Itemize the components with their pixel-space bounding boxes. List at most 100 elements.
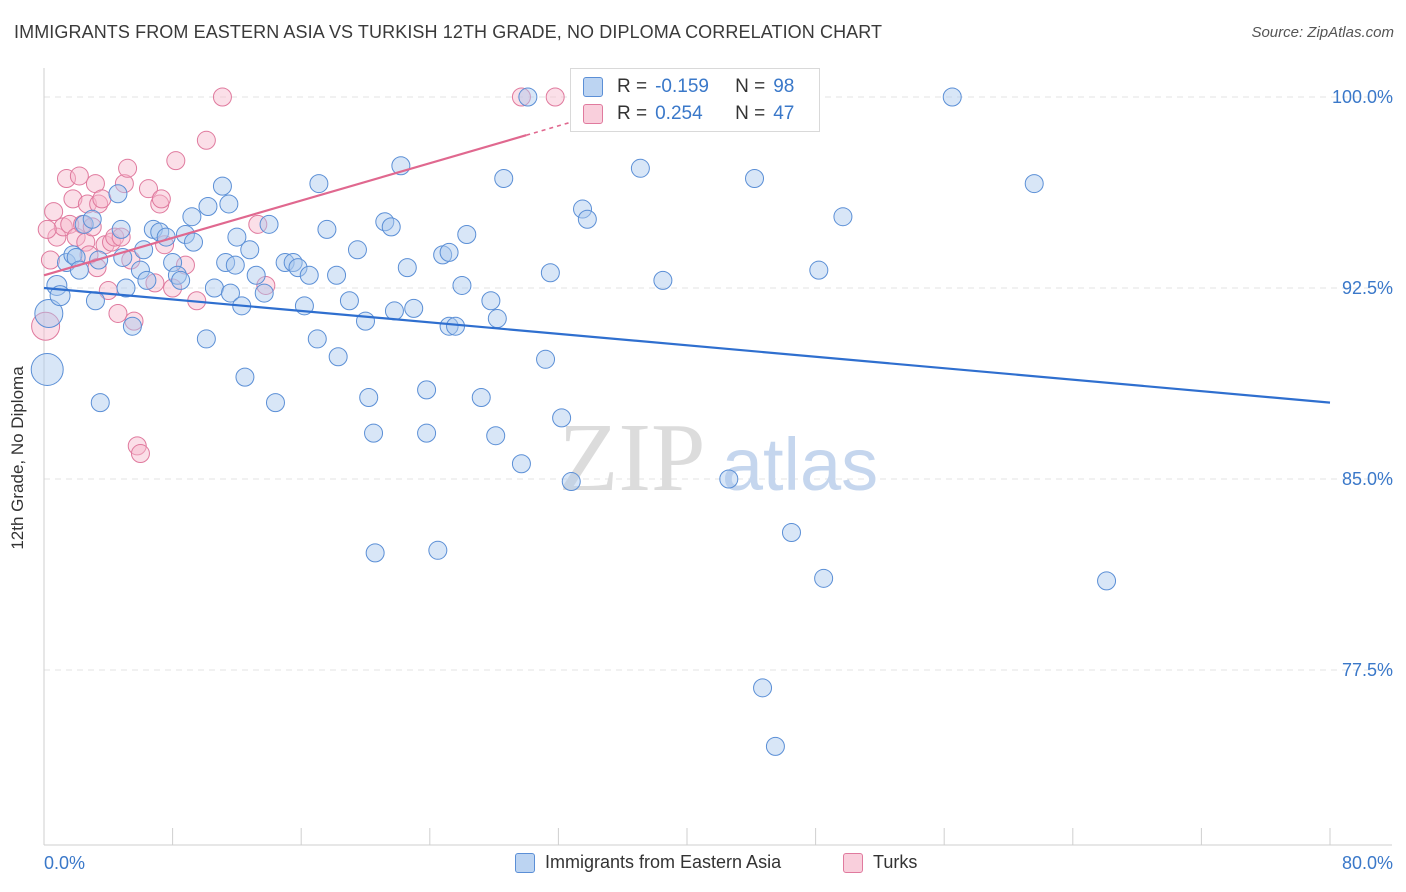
data-point-eastern-asia [384, 301, 404, 321]
data-point-eastern-asia [719, 469, 739, 489]
stats-row-pink: R = 0.254 N = 47 [583, 101, 794, 127]
data-point-eastern-asia [137, 270, 157, 290]
data-point-eastern-asia [753, 678, 773, 698]
n-label: N = [735, 76, 766, 97]
stats-legend: R = -0.159 N = 98 R = 0.254 N = 47 [570, 68, 820, 132]
data-point-eastern-asia [108, 184, 128, 204]
data-point-eastern-asia [163, 253, 183, 273]
data-point-eastern-asia [439, 316, 459, 336]
data-point-eastern-asia [265, 393, 285, 413]
data-point-eastern-asia [198, 197, 218, 217]
data-point-eastern-asia [630, 158, 650, 178]
pink-swatch [583, 104, 603, 124]
data-point-eastern-asia [417, 423, 437, 443]
data-point-eastern-asia [122, 316, 142, 336]
y-axis-label: 12th Grade, No Diploma [8, 366, 27, 550]
data-point-eastern-asia [219, 194, 239, 214]
data-point-eastern-asia [204, 278, 224, 298]
data-point-eastern-asia [34, 298, 64, 328]
data-point-eastern-asia [365, 543, 385, 563]
series-immigrants-from-eastern-asia [30, 87, 1117, 756]
data-point-eastern-asia [452, 275, 472, 295]
data-point-turks [130, 444, 150, 464]
source-label: Source: ZipAtlas.com [1251, 24, 1394, 41]
data-point-turks [166, 151, 186, 171]
axes [43, 68, 1392, 846]
data-point-turks [145, 273, 165, 293]
data-point-eastern-asia [494, 168, 514, 188]
watermark-zip: ZIP [559, 404, 706, 512]
data-point-turks [40, 250, 60, 270]
data-point-eastern-asia [397, 258, 417, 278]
data-point-turks [47, 227, 67, 247]
data-point-eastern-asia [275, 253, 295, 273]
data-point-turks [82, 217, 102, 237]
data-point-turks [63, 189, 83, 209]
data-point-eastern-asia [327, 265, 347, 285]
data-point-eastern-asia [227, 227, 247, 247]
data-point-eastern-asia [653, 270, 673, 290]
data-point-eastern-asia [288, 258, 308, 278]
data-point-eastern-asia [116, 278, 136, 298]
y-tick-label: 100.0% [1332, 87, 1393, 107]
legend-label: Turks [873, 852, 918, 872]
data-point-eastern-asia [809, 260, 829, 280]
r-label: R = [617, 103, 648, 124]
data-point-turks [151, 189, 171, 209]
r-label: R = [617, 76, 648, 97]
data-point-eastern-asia [130, 260, 150, 280]
data-point-eastern-asia [745, 168, 765, 188]
data-point-eastern-asia [781, 522, 801, 542]
data-point-eastern-asia [487, 309, 507, 329]
series-turks [31, 87, 565, 464]
data-point-eastern-asia [577, 209, 597, 229]
chart-title: IMMIGRANTS FROM EASTERN ASIA VS TURKISH … [14, 22, 883, 42]
bottom-legend: Immigrants from Eastern Asia Turks [0, 852, 1406, 878]
tick-labels: 77.5% 85.0% 92.5% 100.0% 0.0% 80.0% [44, 87, 1393, 873]
data-point-eastern-asia [1097, 571, 1117, 591]
data-point-turks [127, 436, 147, 456]
data-point-turks [69, 166, 89, 186]
watermark-atlas: atlas [722, 423, 878, 506]
data-point-turks [77, 194, 97, 214]
data-point-eastern-asia [481, 291, 501, 311]
data-point-turks [44, 202, 64, 222]
data-point-eastern-asia [30, 352, 64, 386]
data-point-turks [105, 227, 125, 247]
trend-line-eastern-asia [43, 286, 1331, 404]
data-point-turks [155, 235, 175, 255]
data-point-eastern-asia [486, 426, 506, 446]
data-point-turks [102, 232, 122, 252]
data-point-eastern-asia [85, 291, 105, 311]
data-point-eastern-asia [552, 408, 572, 428]
data-point-eastern-asia [1024, 174, 1044, 194]
data-point-eastern-asia [196, 329, 216, 349]
data-point-eastern-asia [471, 388, 491, 408]
data-point-eastern-asia [439, 242, 459, 262]
data-point-eastern-asia [518, 87, 538, 107]
data-point-eastern-asia [347, 240, 367, 260]
r-value: 0.254 [655, 103, 703, 124]
legend-label: Immigrants from Eastern Asia [545, 852, 782, 872]
data-point-eastern-asia [259, 214, 279, 234]
data-point-eastern-asia [359, 388, 379, 408]
y-tick-label: 77.5% [1342, 660, 1393, 680]
data-point-eastern-asia [171, 270, 191, 290]
data-point-eastern-asia [428, 540, 448, 560]
data-point-eastern-asia [364, 423, 384, 443]
stats-row-blue: R = -0.159 N = 98 [583, 74, 794, 100]
trend-line-turks [43, 134, 527, 277]
data-point-turks [248, 214, 268, 234]
data-point-eastern-asia [240, 240, 260, 260]
data-point-turks [114, 174, 134, 194]
data-point-turks [163, 278, 183, 298]
data-point-eastern-asia [225, 255, 245, 275]
data-point-turks [31, 311, 61, 341]
blue-swatch [583, 77, 603, 97]
data-point-eastern-asia [182, 207, 202, 227]
data-point-eastern-asia [246, 265, 266, 285]
data-point-eastern-asia [417, 380, 437, 400]
data-point-eastern-asia [309, 174, 329, 194]
y-tick-label: 85.0% [1342, 469, 1393, 489]
